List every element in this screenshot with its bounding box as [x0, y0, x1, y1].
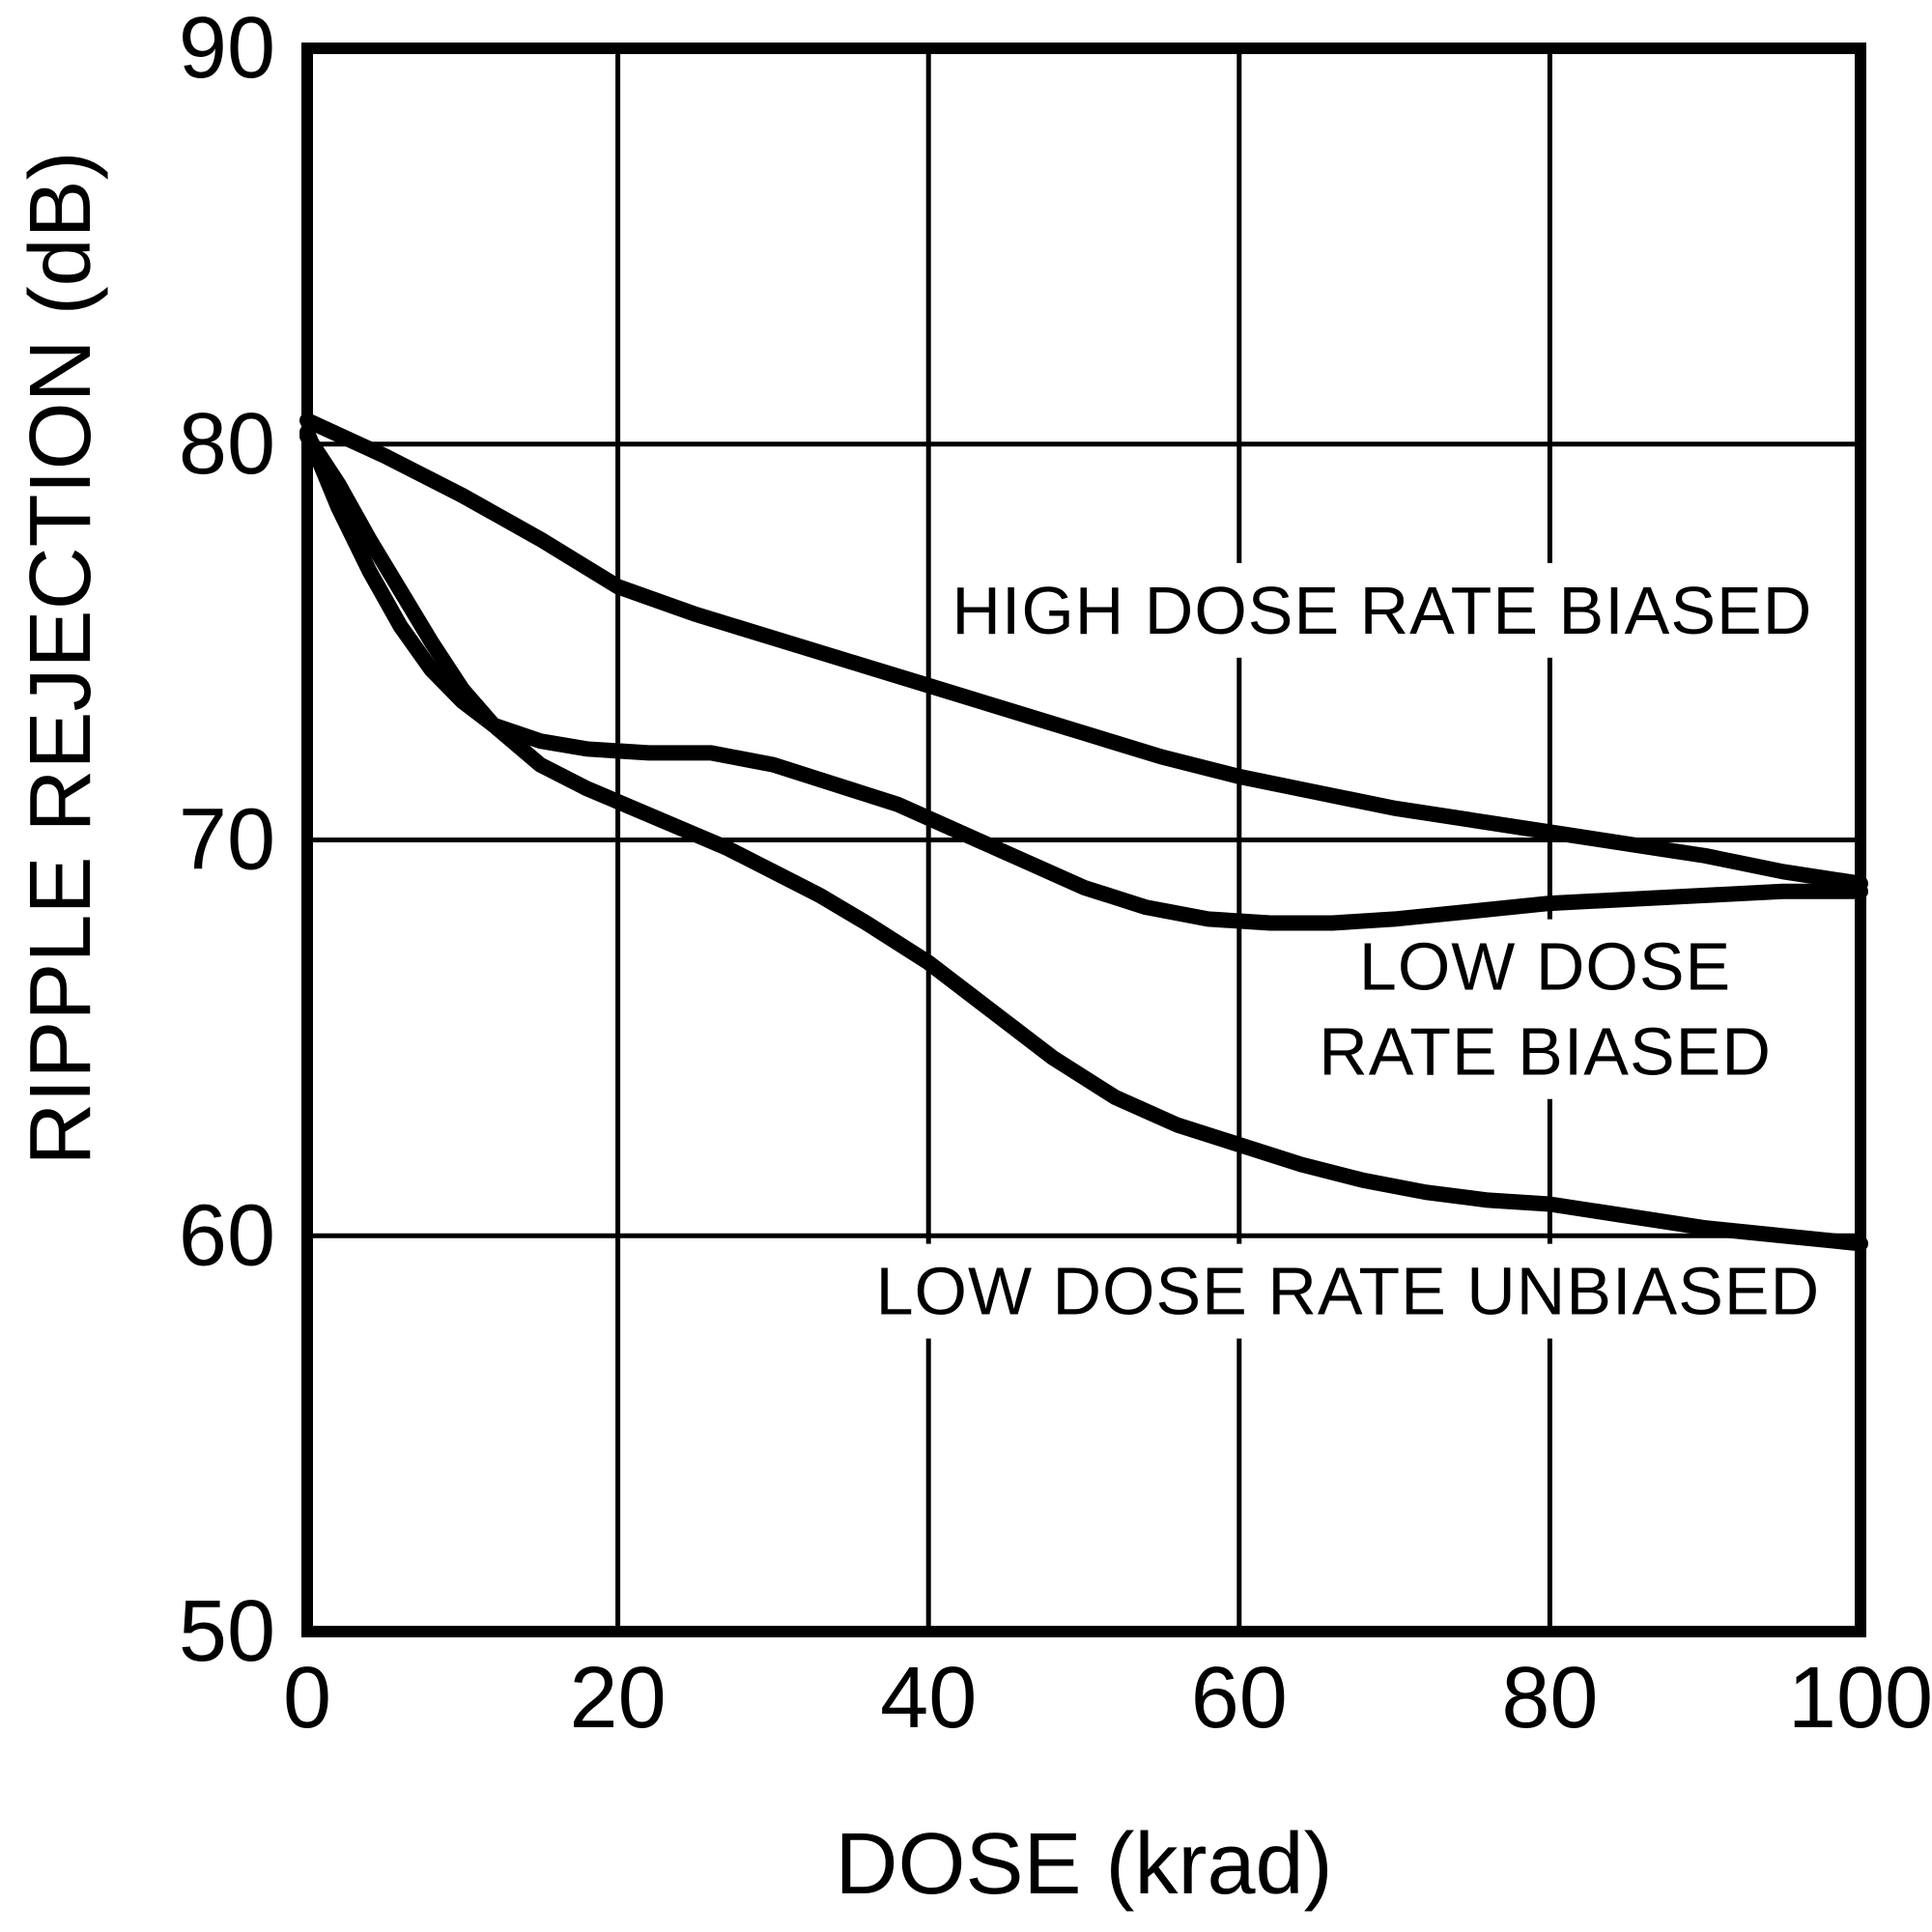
curve-labels: HIGH DOSE RATE BIASED LOW DOSE RATE BIASED… [876, 573, 1821, 1329]
curve-label-high-dose-rate-biased: HIGH DOSE RATE BIASED [952, 573, 1812, 648]
plot-border-rect [301, 43, 1866, 1637]
curves [299, 412, 1868, 1252]
x-tick-label-20: 20 [570, 1650, 667, 1747]
curve-label-bg-low-dose-rate-biased-2 [1303, 1004, 1787, 1099]
x-tick-label-80: 80 [1501, 1650, 1598, 1747]
curve-label-bg-low-dose-rate-unbiased-1 [860, 1243, 1836, 1339]
x-axis-title: DOSE (krad) [835, 1816, 1332, 1913]
x-tick-label-60: 60 [1191, 1650, 1288, 1747]
x-tick-label-40: 40 [880, 1650, 977, 1747]
y-tick-label-70: 70 [179, 792, 275, 889]
tick-labels: 0 20 40 60 80 100 90 80 70 60 50 [179, 0, 1932, 1747]
x-tick-label-0: 0 [283, 1650, 331, 1747]
curve-label-low-dose-rate-biased-line-1: LOW DOSE [1359, 929, 1731, 1005]
curve-label-low-dose-rate-biased-line-2: RATE BIASED [1319, 1014, 1772, 1090]
curve-high-dose-rate-biased [299, 412, 1868, 892]
y-tick-label-90: 90 [179, 0, 275, 97]
y-tick-label-50: 50 [179, 1583, 275, 1680]
annotation-backgrounds [860, 562, 1836, 1339]
curve-low-dose-rate-unbiased [299, 428, 1868, 1252]
x-tick-label-100: 100 [1788, 1650, 1932, 1747]
gridlines [307, 48, 1861, 1632]
curve-low-dose-rate-biased [299, 424, 1868, 931]
curve-label-low-dose-rate-unbiased: LOW DOSE RATE UNBIASED [876, 1254, 1821, 1329]
curve-label-bg-low-dose-rate-biased-1 [1343, 919, 1747, 1014]
plot-border [301, 43, 1866, 1637]
axis-titles: DOSE (krad) RIPPLE REJECTION (dB) [13, 151, 1333, 1913]
y-tick-label-80: 80 [179, 396, 275, 493]
curve-label-bg-high-dose-rate-biased-1 [936, 562, 1829, 658]
y-tick-label-60: 60 [179, 1187, 275, 1284]
y-axis-title: RIPPLE REJECTION (dB) [13, 151, 109, 1165]
